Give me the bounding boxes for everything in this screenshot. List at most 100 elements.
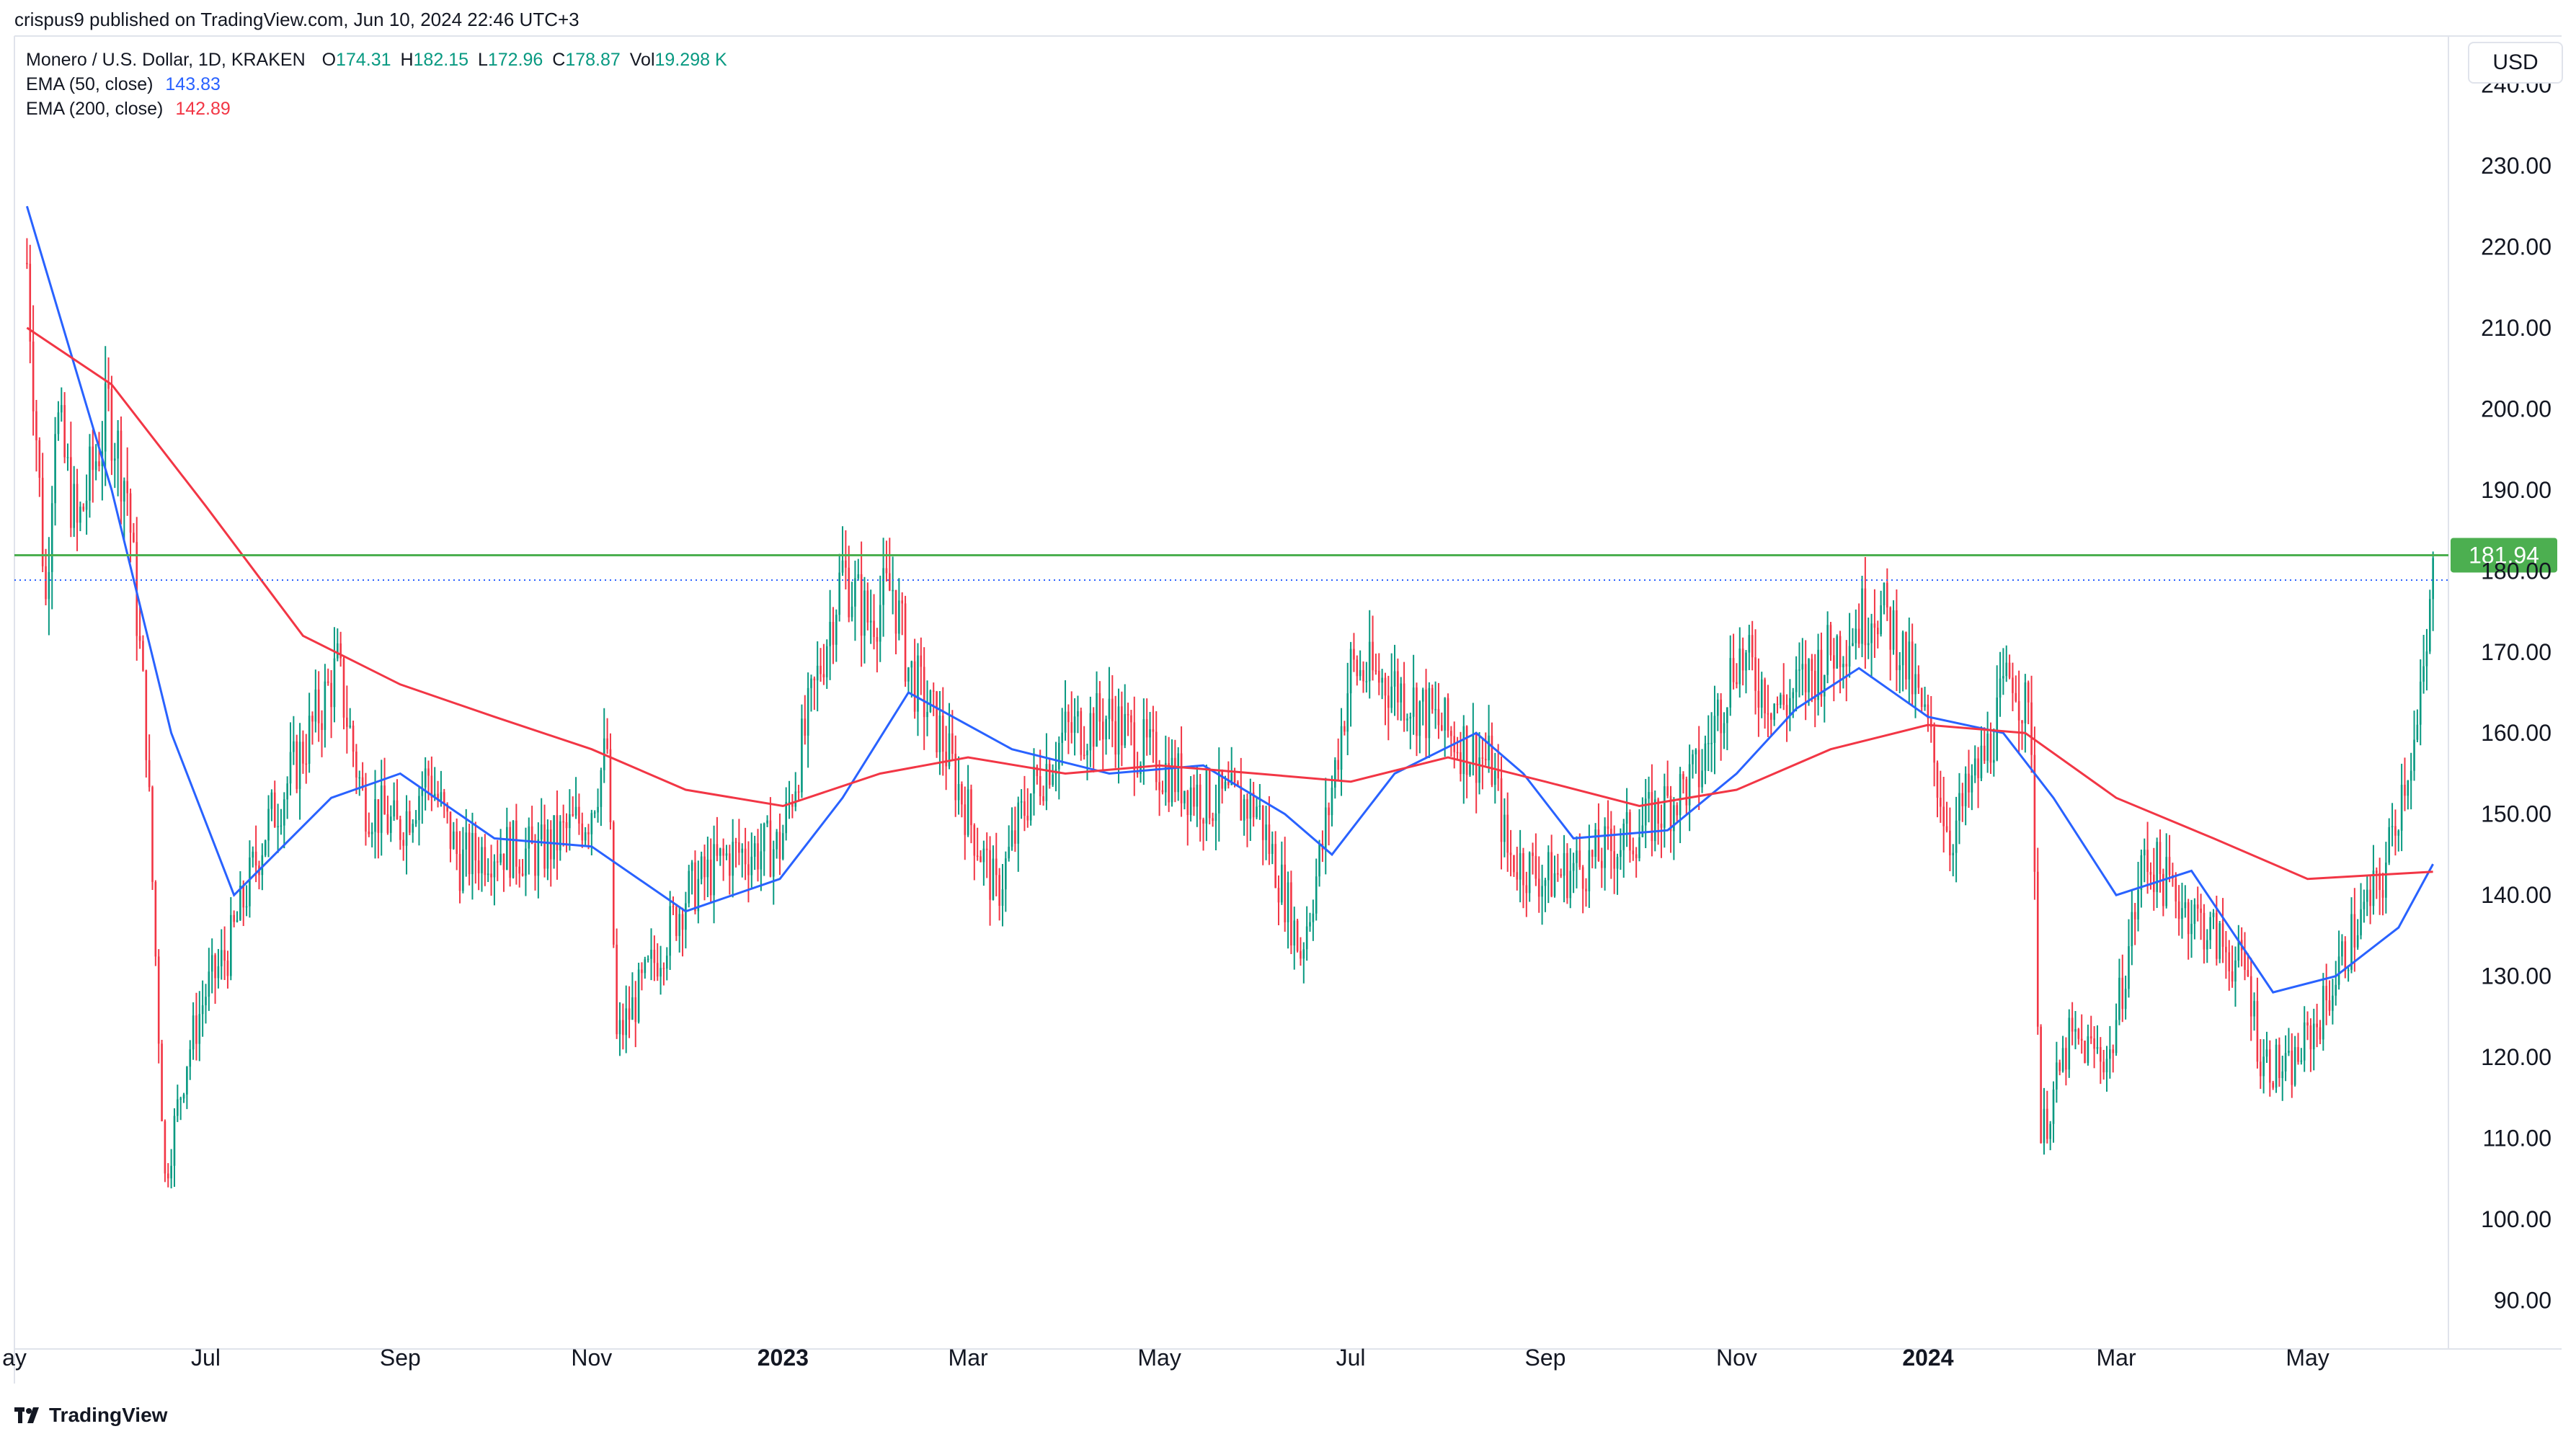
- candle-body: [2410, 770, 2412, 781]
- candle-body: [1418, 701, 1421, 736]
- candle-body: [1770, 713, 1772, 720]
- candle-body: [1591, 850, 1594, 857]
- candle-body: [597, 806, 599, 813]
- candle-body: [2143, 850, 2146, 855]
- candle-body: [1406, 718, 1408, 721]
- candle-body: [1183, 791, 1186, 803]
- candle-body: [2131, 912, 2133, 947]
- legend-symbol-row[interactable]: Monero / U.S. Dollar, 1D, KRAKEN O174.31…: [26, 48, 727, 72]
- ema50-label: EMA (50, close): [26, 74, 154, 94]
- candle-body: [622, 1020, 624, 1036]
- candle-body: [729, 853, 731, 876]
- legend-ema200-row[interactable]: EMA (200, close) 142.89: [26, 97, 727, 121]
- candle-body: [741, 848, 744, 853]
- candle-body: [948, 733, 951, 767]
- candle-body: [1673, 805, 1675, 832]
- candle-body: [2288, 1051, 2290, 1054]
- y-tick-label: 170.00: [2481, 639, 2551, 665]
- candle-body: [973, 825, 976, 856]
- candle-body: [1381, 677, 1383, 683]
- candle-body: [1817, 649, 1819, 700]
- candle-body: [1268, 824, 1271, 854]
- candle-body: [628, 1008, 631, 1020]
- candle-body: [1782, 695, 1785, 705]
- candle-body: [753, 843, 756, 857]
- candle-body: [1952, 852, 1955, 855]
- candle-body: [2363, 901, 2366, 909]
- candle-body: [2002, 676, 2004, 679]
- candle-body: [2425, 651, 2428, 667]
- candle-body: [1214, 813, 1217, 821]
- candle-body: [876, 636, 879, 642]
- candle-body: [270, 792, 273, 809]
- candle-body: [277, 826, 279, 827]
- candle-body: [418, 796, 420, 821]
- candle-body: [2177, 901, 2180, 919]
- candle-body: [1475, 734, 1478, 783]
- candle-body: [593, 812, 596, 814]
- legend-ema50-row[interactable]: EMA (50, close) 143.83: [26, 72, 727, 97]
- candle-body: [760, 851, 763, 870]
- candle-body: [1089, 713, 1092, 751]
- candle-body: [1083, 754, 1085, 757]
- candle-body: [421, 787, 424, 796]
- candle-body: [446, 804, 448, 812]
- y-axis[interactable]: 90.00 100.00 110.00 120.00 130.00 140.00 150.0…: [2481, 71, 2551, 1313]
- candle-body: [653, 949, 656, 963]
- symbol-label: Monero / U.S. Dollar, 1D, KRAKEN: [26, 50, 306, 70]
- candle-body: [1309, 922, 1311, 927]
- candle-body: [1478, 757, 1480, 783]
- candle-body: [1767, 713, 1769, 715]
- candle-body: [2071, 1017, 2074, 1032]
- candle-body: [910, 661, 913, 668]
- candle-body: [1353, 649, 1355, 660]
- candle-body: [2112, 1049, 2115, 1054]
- x-tick-label: Nov: [1716, 1345, 1757, 1371]
- candle-body: [2168, 857, 2171, 876]
- candle-body: [1409, 716, 1412, 719]
- candle-body: [1544, 880, 1547, 886]
- candle-body: [675, 907, 678, 936]
- candle-body: [2105, 1059, 2108, 1073]
- candle-body: [2190, 923, 2193, 935]
- candle-body: [2275, 1044, 2278, 1088]
- candle-body: [907, 667, 910, 682]
- candle-body: [525, 848, 527, 876]
- candle-body: [399, 819, 401, 840]
- candle-body: [1293, 920, 1296, 946]
- candle-body: [2400, 785, 2403, 831]
- tradingview-wordmark: TradingView: [49, 1404, 168, 1426]
- candle-body: [772, 849, 775, 877]
- candle-body: [515, 820, 518, 867]
- x-axis[interactable]: ay Jul Sep Nov 2023 Mar May Jul Sep Nov 2024 Mar May: [2, 1345, 2329, 1371]
- candle-body: [1124, 713, 1127, 746]
- candle-body: [1883, 582, 1886, 606]
- candle-body: [1710, 742, 1713, 744]
- candle-body: [1914, 674, 1917, 695]
- candle-body: [1760, 680, 1763, 708]
- candle-body: [389, 816, 392, 833]
- candle-body: [1149, 729, 1151, 738]
- candle-body: [2369, 889, 2371, 907]
- candle-body: [1738, 648, 1741, 685]
- candle-body: [477, 860, 480, 873]
- candle-body: [641, 969, 643, 974]
- candle-body: [1070, 722, 1073, 733]
- candle-body: [1547, 852, 1550, 881]
- candle-body: [1052, 774, 1054, 785]
- candle-body: [804, 718, 807, 736]
- candle-body: [1142, 719, 1145, 765]
- candle-body: [405, 811, 408, 846]
- candle-body: [1857, 628, 1860, 644]
- candle-body: [530, 826, 533, 844]
- candle-body: [2015, 692, 2017, 701]
- candle-body: [48, 571, 50, 600]
- candle-body: [352, 725, 355, 752]
- candle-body: [414, 820, 417, 824]
- currency-button[interactable]: USD: [2468, 42, 2563, 84]
- candle-body: [1942, 806, 1945, 827]
- tradingview-brand[interactable]: TradingView: [14, 1404, 167, 1427]
- candle-body: [2347, 969, 2350, 971]
- x-tick-label: Nov: [571, 1345, 612, 1371]
